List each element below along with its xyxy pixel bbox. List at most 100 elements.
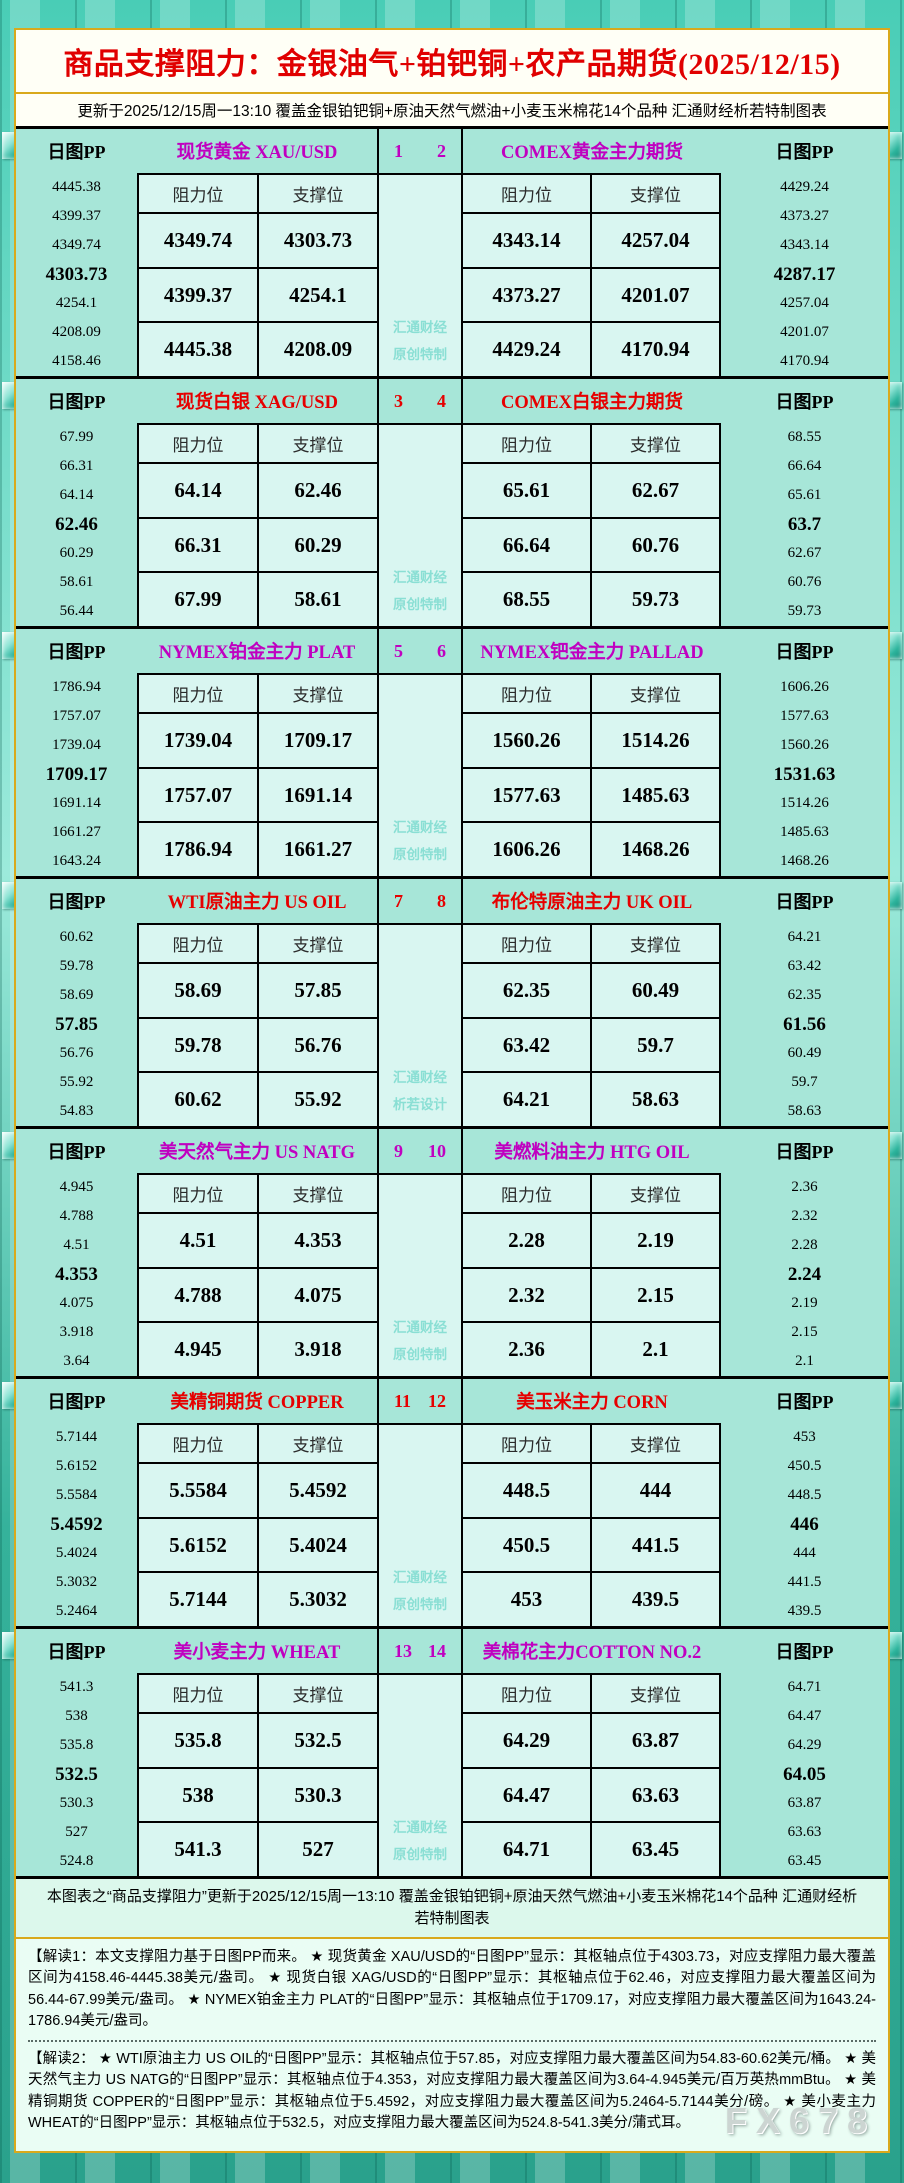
resistance-header-cell: 阻力位 — [463, 425, 592, 462]
table-row: 2.32 2.15 — [463, 1268, 719, 1324]
pp-value: 65.61 — [787, 487, 822, 503]
support-cell: 1485.63 — [592, 769, 719, 822]
resistance-cell: 5.5584 — [139, 1464, 259, 1517]
support-header-cell: 支撑位 — [259, 675, 377, 712]
table-row: 59.78 56.76 — [139, 1018, 377, 1074]
pp-value: 67.99 — [59, 429, 94, 445]
resistance-cell: 4.945 — [139, 1323, 259, 1377]
footer-note-2: 【解读2： ★ WTI原油主力 US OIL的“日图PP”显示：其枢轴点位于57… — [28, 2050, 876, 2132]
support-header-cell: 支撑位 — [592, 925, 719, 962]
table-row: 62.35 60.49 — [463, 964, 719, 1019]
pp-value: 1691.14 — [52, 795, 101, 811]
support-value: 441.5 — [631, 1532, 680, 1557]
pp-value: 63.42 — [787, 958, 822, 974]
pp-value: 4399.37 — [52, 208, 101, 224]
site-watermark-line: 原创特制 — [393, 1596, 447, 1612]
pp-value: 1560.26 — [780, 737, 829, 753]
panel-numbers: 9 10 — [379, 1141, 461, 1162]
support-value: 55.92 — [294, 1087, 342, 1112]
support-value: 4.075 — [294, 1282, 342, 1307]
table-label-row: 阻力位 支撑位 — [139, 1175, 377, 1214]
table-row: 1606.26 1468.26 — [463, 823, 719, 877]
resistance-cell: 1606.26 — [463, 823, 592, 877]
pp-pivot-value: 2.24 — [787, 1263, 822, 1285]
pp-value: 4343.14 — [780, 237, 829, 253]
support-cell: 2.1 — [592, 1323, 719, 1376]
footer-summary: 本图表之“商品支撑阻力”更新于2025/12/15周一13:10 覆盖金银铂钯铜… — [16, 1879, 888, 1939]
support-value: 63.45 — [631, 1837, 680, 1862]
pp-value: 4170.94 — [780, 353, 829, 369]
pp-value: 2.1 — [795, 1353, 814, 1369]
support-cell: 3.918 — [259, 1323, 377, 1376]
panel-middle-body: 汇通财经 原创特制 — [379, 1173, 461, 1376]
resistance-value: 1606.26 — [492, 837, 561, 862]
footer-note-1: 【解读1：本文支撑阻力基于日图PP而来。 ★ 现货黄金 XAU/USD的“日图P… — [28, 1949, 876, 2030]
resistance-cell: 448.5 — [463, 1464, 592, 1517]
resistance-value: 1786.94 — [163, 837, 233, 862]
pp-pivot-value: 57.85 — [55, 1013, 98, 1035]
support-value: 62.46 — [294, 477, 342, 502]
support-header-cell: 支撑位 — [259, 1425, 377, 1462]
instrument-title: COMEX白银主力期货 — [501, 393, 683, 413]
resistance-cell: 64.29 — [463, 1714, 592, 1767]
pp-values: 541.3 538 535.8 532.5 530.3 527 524.8 — [16, 1673, 137, 1876]
support-cell: 4208.09 — [259, 323, 377, 376]
resistance-value: 64.14 — [174, 477, 222, 502]
panel-middle-body: 汇通财经 原创特制 — [379, 1673, 461, 1876]
table-row: 64.29 63.87 — [463, 1714, 719, 1769]
panel-number-right: 6 — [437, 640, 446, 661]
panel-number-left: 9 — [394, 1140, 403, 1161]
instrument-header-right: 美燃料油主力 HTG OIL — [463, 1129, 721, 1173]
support-value: 60.29 — [294, 532, 342, 557]
pp-value: 59.78 — [59, 958, 94, 974]
resistance-cell: 58.69 — [139, 964, 259, 1017]
table-row: 4429.24 4170.94 — [463, 323, 719, 377]
support-header-cell: 支撑位 — [259, 1175, 377, 1212]
pp-label: 日图PP — [47, 1392, 106, 1412]
resistance-value: 66.64 — [502, 532, 551, 557]
resistance-value: 4445.38 — [163, 337, 233, 362]
pp-value: 448.5 — [787, 1487, 822, 1503]
support-cell: 56.76 — [259, 1019, 377, 1072]
panel-number-header: 9 10 — [379, 1129, 461, 1173]
resistance-value: 64.29 — [502, 1727, 551, 1752]
instrument-header-right: NYMEX钯金主力 PALLAD — [463, 629, 721, 673]
panel-number-right: 10 — [428, 1140, 446, 1161]
support-value: 1661.27 — [283, 837, 353, 862]
support-value: 58.61 — [294, 587, 342, 612]
resistance-value: 4.788 — [174, 1282, 222, 1307]
resistance-cell: 64.71 — [463, 1823, 592, 1877]
support-cell: 2.19 — [592, 1214, 719, 1267]
pp-column-header: 日图PP — [721, 129, 888, 173]
resistance-header-cell: 阻力位 — [139, 1175, 259, 1212]
instrument-right: 美玉米主力 CORN 阻力位 支撑位 448.5 444 450.5 441.5 453 439… — [463, 1379, 721, 1627]
pp-column-header: 日图PP — [721, 1129, 888, 1173]
pp-value: 1757.07 — [52, 708, 101, 724]
pp-value: 5.5584 — [55, 1487, 98, 1503]
support-cell: 527 — [259, 1823, 377, 1876]
table-label-row: 阻力位 支撑位 — [463, 1175, 719, 1214]
pp-values: 4.945 4.788 4.51 4.353 4.075 3.918 3.64 — [16, 1173, 137, 1376]
instrument-right: COMEX黄金主力期货 阻力位 支撑位 4343.14 4257.04 4373.27 42… — [463, 129, 721, 377]
panel-number-right: 2 — [437, 140, 446, 161]
panel-number-left: 1 — [394, 140, 403, 161]
pp-label: 日图PP — [47, 392, 106, 412]
pp-value: 64.14 — [59, 487, 94, 503]
table-row: 1757.07 1691.14 — [139, 768, 377, 824]
resistance-cell: 453 — [463, 1573, 592, 1627]
pp-value: 63.45 — [787, 1853, 822, 1869]
support-label: 支撑位 — [292, 1186, 344, 1205]
resistance-value: 4.51 — [179, 1227, 217, 1252]
resistance-cell: 63.42 — [463, 1018, 592, 1072]
support-cell: 4170.94 — [592, 323, 719, 376]
support-label: 支撑位 — [292, 1436, 344, 1455]
pp-value: 1643.24 — [52, 853, 101, 869]
instrument-title: NYMEX钯金主力 PALLAD — [480, 643, 704, 663]
pp-column-right: 日图PP 68.55 66.64 65.61 63.7 62.67 60.76 59.73 — [721, 379, 888, 626]
table-label-row: 阻力位 支撑位 — [139, 675, 377, 714]
support-value: 4303.73 — [283, 227, 353, 252]
